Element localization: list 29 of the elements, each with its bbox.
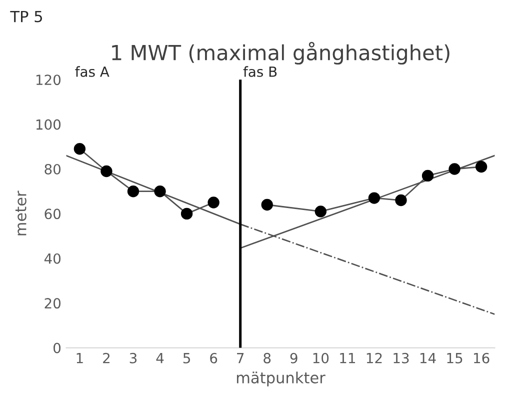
x-tick-label: 3 (130, 352, 137, 364)
x-tick-label: 15 (447, 353, 462, 364)
ref-line-label: fas B (243, 66, 277, 77)
y-tick-label: 120 (36, 74, 61, 86)
x-tick-label: 9 (290, 352, 298, 364)
x-tick-label: 8 (264, 352, 271, 364)
y-tick-label: 0 (54, 342, 61, 354)
x-tick-label: 1 (76, 353, 83, 364)
x-tick-label: 16 (474, 352, 490, 364)
y-tick-label: 40 (44, 253, 61, 264)
x-tick-label: 7 (237, 353, 244, 364)
x-axis-title: mätpunkter (236, 372, 326, 386)
y-tick-label: 80 (44, 164, 61, 174)
x-tick-label: 12 (366, 352, 382, 364)
y-tick-label: 20 (44, 298, 61, 309)
x-tick-label: 10 (313, 352, 329, 364)
x-tick-label: 2 (103, 352, 110, 364)
text: fas A (75, 66, 110, 77)
y-tick-label: 60 (44, 208, 61, 220)
y-axis-title: meter (15, 190, 26, 236)
x-tick-label: 6 (210, 352, 218, 364)
chart-title: 1 MWT (maximal gånghastighet) (112, 42, 450, 64)
text: TP 5 (10, 10, 42, 22)
x-tick-label: 13 (394, 352, 409, 364)
x-tick-label: 4 (156, 353, 164, 364)
y-tick-label: 100 (36, 119, 61, 130)
x-tick-label: 14 (420, 353, 436, 364)
x-tick-label: 11 (340, 353, 355, 364)
x-tick-label: 5 (183, 353, 190, 364)
